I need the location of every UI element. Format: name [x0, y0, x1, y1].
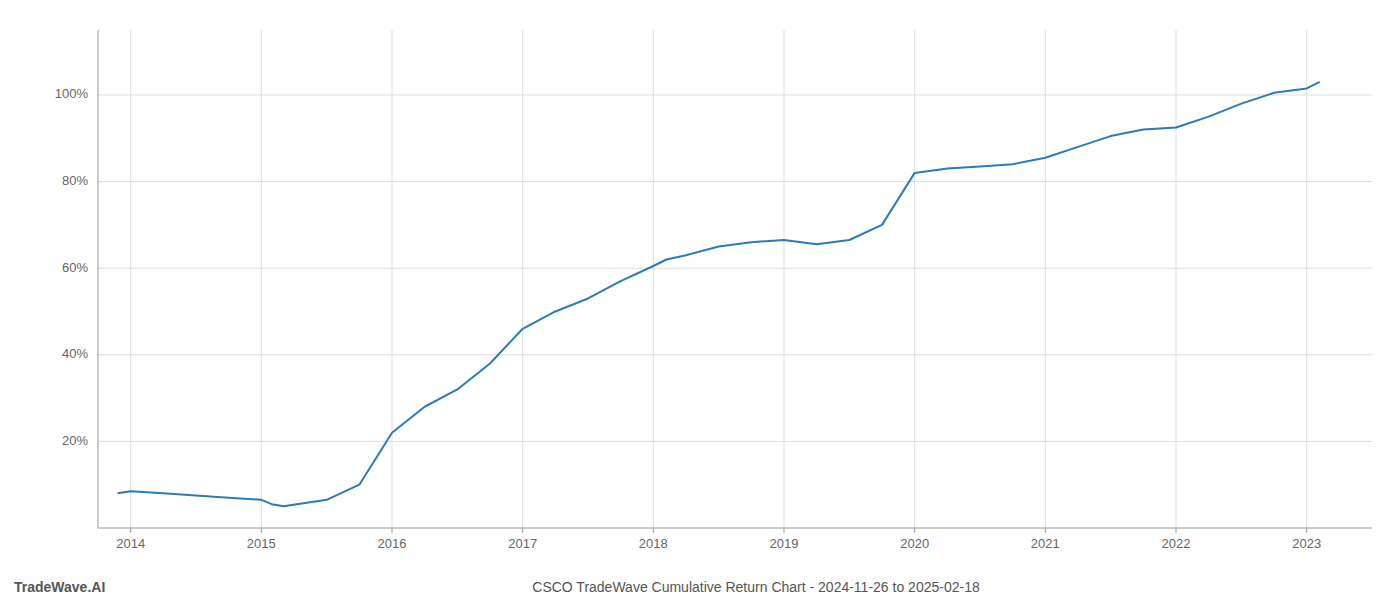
y-tick-label: 40%: [62, 346, 88, 361]
x-tick: [261, 528, 262, 533]
x-tick-label: 2015: [247, 536, 276, 551]
y-grid-line: [98, 181, 1372, 182]
x-tick: [1306, 528, 1307, 533]
x-grid-line: [261, 30, 262, 528]
y-grid-line: [98, 94, 1372, 95]
x-tick: [914, 528, 915, 533]
x-tick: [1176, 528, 1177, 533]
line: [118, 82, 1320, 506]
grid: [98, 30, 1372, 528]
watermark: TradeWave.AI: [14, 579, 105, 595]
x-tick: [392, 528, 393, 533]
x-axis-line: [98, 528, 1372, 529]
x-grid-line: [914, 30, 915, 528]
x-tick-label: 2016: [378, 536, 407, 551]
x-grid-line: [1045, 30, 1046, 528]
x-tick-label: 2020: [900, 536, 929, 551]
x-grid-line: [784, 30, 785, 528]
x-grid-line: [130, 30, 131, 528]
x-tick-label: 2023: [1292, 536, 1321, 551]
x-grid-line: [653, 30, 654, 528]
x-grid-line: [1176, 30, 1177, 528]
x-tick-label: 2014: [116, 536, 145, 551]
x-tick: [130, 528, 131, 533]
y-tick-label: 80%: [62, 173, 88, 188]
x-tick-label: 2022: [1162, 536, 1191, 551]
y-axis-line: [98, 30, 99, 528]
y-grid-line: [98, 441, 1372, 442]
y-tick-label: 100%: [55, 86, 89, 101]
title: CSCO TradeWave Cumulative Return Chart -…: [532, 579, 980, 595]
x-tick-label: 2017: [508, 536, 537, 551]
x-tick-label: 2018: [639, 536, 668, 551]
plot-area: [118, 82, 1320, 506]
chart: 20% 40% 60% 80% 100% 2014 2015 2016 2017 2018 2019…: [0, 0, 1400, 600]
x-tick-label: 2019: [770, 536, 799, 551]
y-grid-line: [98, 268, 1372, 269]
axes: 20% 40% 60% 80% 100% 2014 2015 2016 2017 2018 2019…: [55, 30, 1372, 551]
x-grid-line: [522, 30, 523, 528]
x-tick: [784, 528, 785, 533]
x-tick-label: 2021: [1031, 536, 1060, 551]
x-grid-line: [392, 30, 393, 528]
x-tick: [653, 528, 654, 533]
x-tick: [1045, 528, 1046, 533]
x-tick: [522, 528, 523, 533]
y-grid-line: [98, 354, 1372, 355]
y-tick-label: 60%: [62, 260, 88, 275]
y-tick-label: 20%: [62, 433, 88, 448]
x-grid-line: [1306, 30, 1307, 528]
